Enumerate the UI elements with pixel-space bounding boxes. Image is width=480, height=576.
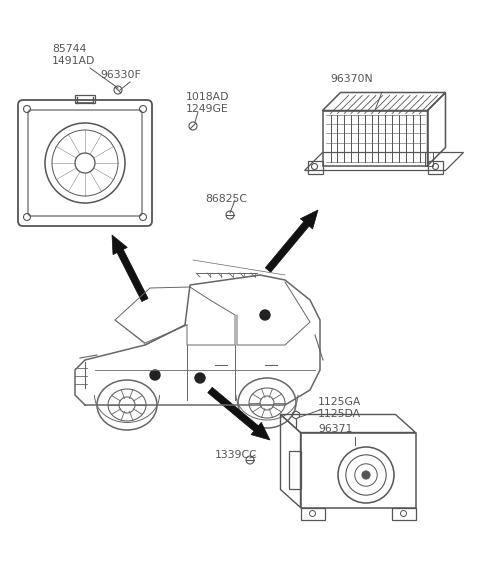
Text: 1339CC: 1339CC [215, 450, 258, 460]
Polygon shape [208, 387, 270, 440]
Bar [288, 451, 300, 489]
Bar [424, 151, 432, 165]
Circle shape [260, 310, 270, 320]
Text: 96330F: 96330F [100, 70, 141, 80]
Text: 1125GA: 1125GA [318, 397, 361, 407]
Text: 1491AD: 1491AD [52, 56, 96, 66]
Circle shape [195, 373, 205, 383]
Bar [75, 95, 95, 103]
Text: 1249GE: 1249GE [186, 104, 229, 114]
Bar [300, 507, 324, 520]
Polygon shape [265, 210, 318, 272]
Text: 96370N: 96370N [330, 74, 373, 84]
Text: 96371: 96371 [318, 424, 352, 434]
Bar [392, 507, 416, 520]
Circle shape [362, 471, 370, 479]
Text: 86825C: 86825C [205, 194, 247, 204]
Circle shape [150, 370, 160, 380]
Text: 1125DA: 1125DA [318, 409, 361, 419]
Text: 1018AD: 1018AD [186, 92, 229, 102]
Text: 85744: 85744 [52, 44, 86, 54]
Polygon shape [112, 235, 148, 302]
